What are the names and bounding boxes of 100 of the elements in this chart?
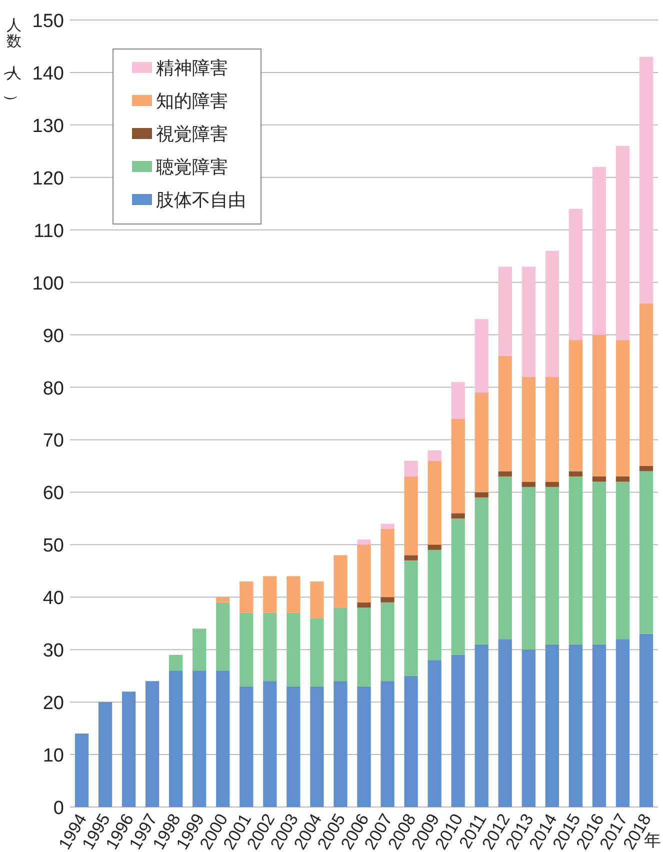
bar <box>545 250 559 377</box>
bar <box>380 528 394 598</box>
bar <box>310 686 324 807</box>
bar <box>592 166 606 335</box>
y-tick-label: 20 <box>42 693 64 714</box>
bar <box>334 681 348 807</box>
bar <box>498 356 512 472</box>
legend-label: 視覚障害 <box>156 124 228 144</box>
bar <box>380 597 394 602</box>
bar <box>474 392 488 492</box>
bar <box>98 702 112 807</box>
bar <box>616 482 630 640</box>
bar <box>380 524 394 529</box>
y-tick-label: 30 <box>42 640 64 662</box>
bar <box>616 476 630 482</box>
bar <box>498 471 512 476</box>
bar <box>216 602 230 671</box>
bar <box>428 450 442 461</box>
bar <box>263 681 277 807</box>
y-tick-label: 10 <box>42 746 64 767</box>
bar <box>334 555 348 608</box>
bar <box>639 466 654 472</box>
bar <box>568 340 582 472</box>
bar <box>522 376 536 482</box>
bar <box>474 644 488 807</box>
bar <box>639 56 654 304</box>
bar <box>451 518 465 655</box>
bar <box>404 476 418 556</box>
bar <box>451 418 465 514</box>
bar <box>404 676 418 807</box>
bar <box>568 471 582 476</box>
bar <box>592 482 606 644</box>
bar <box>334 608 348 682</box>
y-tick-label: 60 <box>42 483 64 504</box>
y-tick-label: 150 <box>32 11 64 32</box>
bar <box>616 340 630 476</box>
bar <box>404 460 418 476</box>
bar <box>568 476 582 644</box>
bar <box>310 618 324 686</box>
bar <box>592 334 606 476</box>
bar <box>240 686 254 807</box>
bar <box>522 266 536 377</box>
bar <box>451 513 465 518</box>
bar <box>286 612 300 686</box>
bar <box>522 482 536 487</box>
bar <box>545 376 559 482</box>
bar <box>474 497 488 644</box>
legend-label: 聴覚障害 <box>156 157 228 177</box>
bar <box>545 644 559 807</box>
bar <box>545 486 559 644</box>
bar <box>639 634 654 807</box>
bar <box>404 560 418 676</box>
bar <box>357 608 371 686</box>
bar <box>380 602 394 682</box>
bar <box>357 544 371 602</box>
bar <box>568 208 582 340</box>
legend-label: 知的障害 <box>156 91 228 111</box>
bar <box>474 319 488 393</box>
bar <box>240 612 254 686</box>
bar <box>240 581 254 613</box>
y-tick-label: 140 <box>32 63 64 84</box>
y-tick-label: 70 <box>42 430 64 452</box>
bar <box>122 692 136 807</box>
bar <box>192 628 206 671</box>
bar <box>216 670 230 807</box>
bar <box>616 639 630 807</box>
bar <box>616 146 630 340</box>
bar <box>522 650 536 807</box>
bar <box>216 597 230 602</box>
bar <box>357 602 371 608</box>
bar <box>192 670 206 807</box>
y-tick-label: 80 <box>42 378 64 400</box>
bar <box>639 303 654 466</box>
bar <box>451 654 465 807</box>
y-tick-label: 90 <box>42 326 64 347</box>
bar <box>357 539 371 545</box>
bar <box>263 612 277 682</box>
bar <box>169 654 183 671</box>
y-tick-label: 0 <box>53 798 64 819</box>
bar <box>428 660 442 807</box>
y-tick-label: 120 <box>32 168 64 190</box>
bar <box>263 576 277 613</box>
bar <box>380 681 394 807</box>
bar <box>474 492 488 498</box>
bar <box>428 550 442 660</box>
bar <box>498 476 512 640</box>
bar <box>74 734 89 807</box>
bar <box>428 544 442 550</box>
bar <box>498 266 512 356</box>
bar <box>146 681 160 807</box>
bar <box>169 670 183 807</box>
legend-label: 肢体不自由 <box>156 190 246 210</box>
bar <box>498 639 512 807</box>
y-tick-label: 110 <box>34 220 64 242</box>
bar <box>310 581 324 618</box>
y-tick-label: 40 <box>42 588 64 610</box>
bar <box>545 482 559 487</box>
y-tick-label: 100 <box>32 273 64 294</box>
bar <box>568 644 582 807</box>
bar <box>357 686 371 807</box>
